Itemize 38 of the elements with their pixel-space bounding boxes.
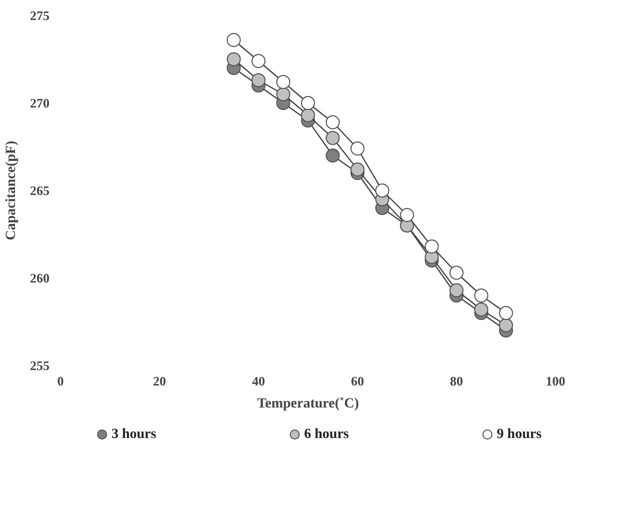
point	[350, 142, 364, 156]
y-tick-label: 255	[30, 358, 50, 373]
point	[326, 148, 340, 162]
x-tick-label: 80	[450, 374, 463, 388]
x-tick-label: 60	[351, 374, 364, 388]
point	[276, 87, 290, 102]
point	[499, 306, 513, 320]
x-tick-label: 0	[57, 374, 64, 388]
point	[326, 131, 340, 145]
legend-label: 9 hours	[496, 427, 542, 442]
point	[474, 288, 488, 302]
y-tick-label: 275	[30, 8, 50, 23]
x-axis-title: Temperature(˚C)	[257, 396, 360, 412]
x-tick-label: 20	[153, 374, 166, 388]
y-tick-label: 260	[30, 270, 50, 286]
point	[301, 108, 315, 122]
point	[252, 73, 266, 88]
point	[326, 115, 340, 130]
point	[400, 208, 414, 222]
y-tick-label: 270	[30, 96, 50, 110]
x-tick-label: 100	[546, 374, 566, 388]
point	[226, 33, 241, 47]
legend-label: 3 hours	[111, 427, 157, 442]
x-tick-label: 40	[252, 374, 265, 388]
point	[301, 96, 315, 110]
y-axis-title: Capacitance(pF)	[4, 140, 19, 240]
legend-label: 6 hours	[304, 427, 350, 442]
point	[474, 302, 488, 316]
point	[375, 184, 390, 198]
point	[450, 283, 464, 298]
point	[226, 52, 241, 66]
point	[499, 318, 513, 332]
point	[252, 54, 266, 68]
point	[276, 75, 290, 89]
point	[350, 162, 364, 176]
y-tick-label: 265	[30, 183, 50, 198]
point	[424, 240, 439, 254]
point	[450, 266, 464, 280]
